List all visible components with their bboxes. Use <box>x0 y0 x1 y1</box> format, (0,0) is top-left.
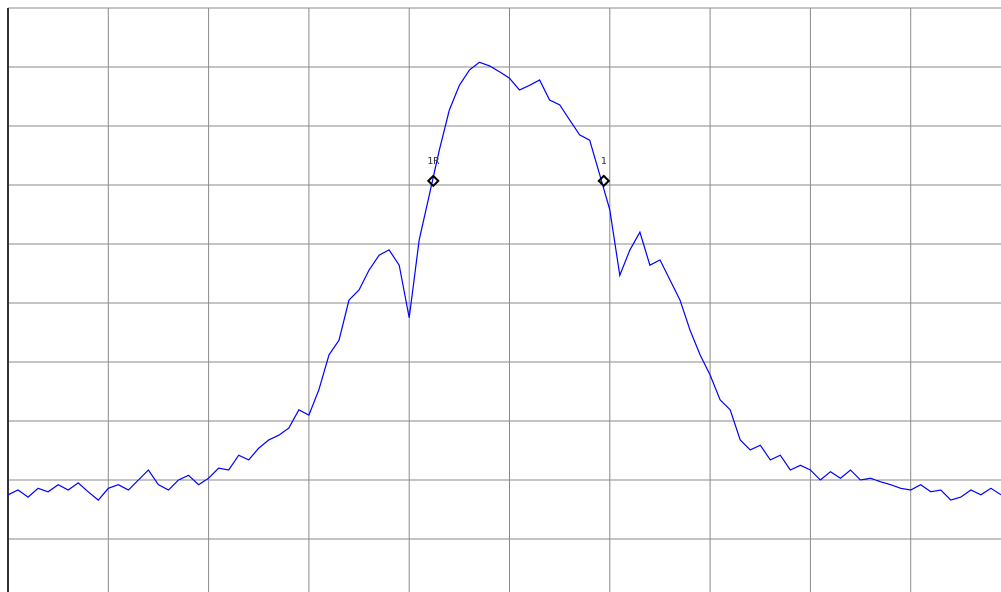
marker <box>426 174 440 188</box>
marker-label: 1R <box>427 156 440 167</box>
marker-label: 1 <box>601 156 607 167</box>
marker <box>597 174 611 188</box>
trace <box>7 61 1001 501</box>
